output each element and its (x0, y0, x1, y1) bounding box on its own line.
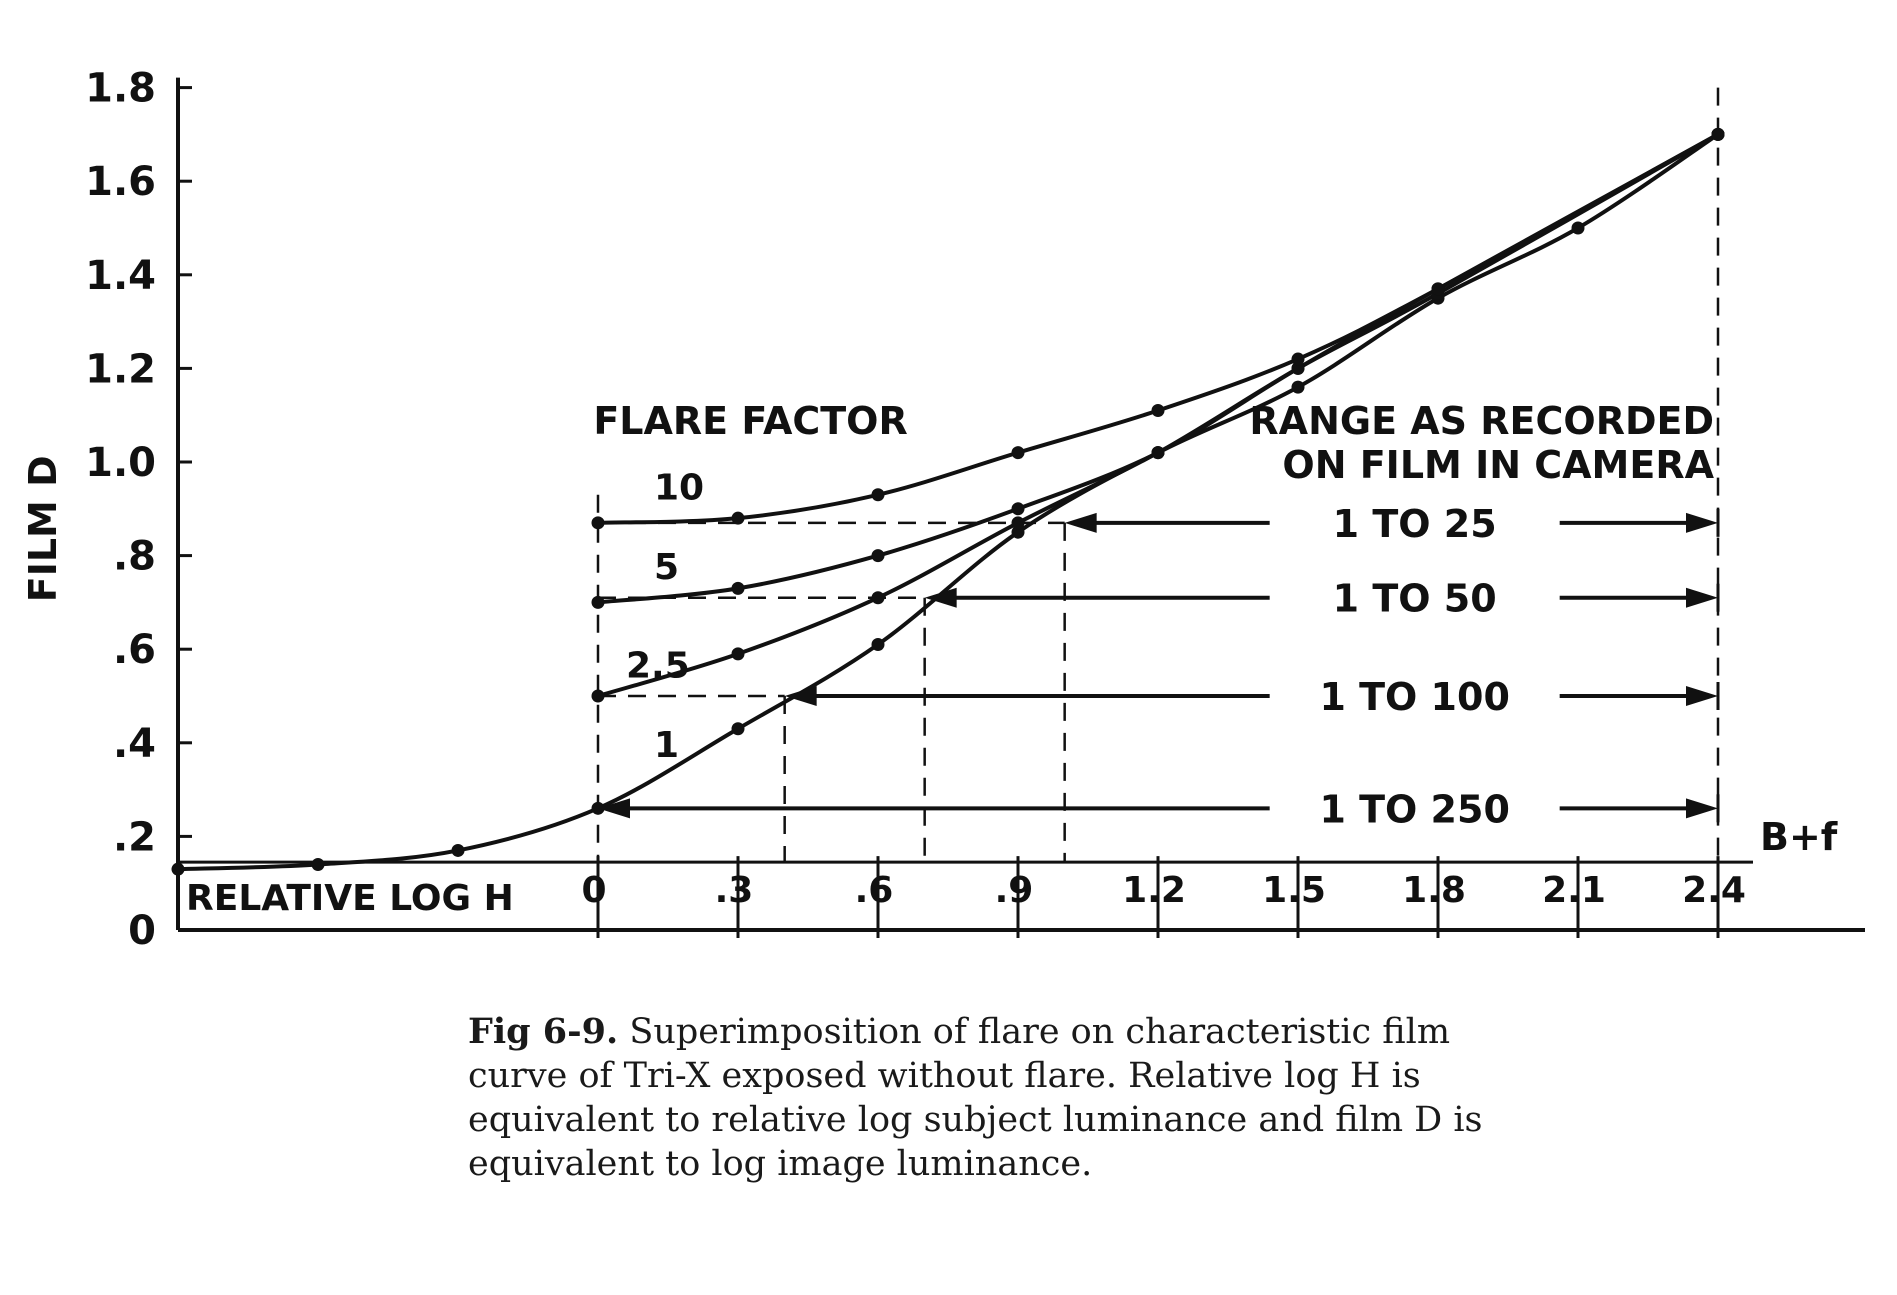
data-point-flare-2.5 (591, 689, 605, 703)
arrowhead-right-3 (1686, 798, 1718, 819)
data-point-flare-1 (171, 862, 185, 876)
data-point-flare-10 (1011, 446, 1025, 460)
data-point-flare-1 (731, 722, 745, 736)
series-label-10: 10 (654, 467, 704, 508)
range-label-1: 1 TO 50 (1333, 577, 1497, 621)
arrowhead-left-1 (924, 587, 957, 608)
data-point-flare-1 (1571, 221, 1585, 235)
data-point-flare-1 (451, 843, 465, 857)
y-tick-label: 1.6 (85, 159, 156, 205)
x-tick-label: 1.2 (1122, 870, 1186, 911)
data-point-flare-5 (731, 581, 745, 595)
curve-flare-5 (597, 132, 1719, 605)
y-tick-label: .4 (113, 721, 156, 767)
axes (176, 77, 1865, 938)
arrowhead-right-1 (1686, 587, 1718, 608)
x-tick-label: 0 (581, 870, 606, 911)
data-point-flare-2.5 (871, 591, 885, 605)
data-point-flare-10 (1151, 404, 1165, 418)
x-tick-label: 1.8 (1402, 870, 1466, 911)
y-tick-label: .2 (113, 814, 156, 860)
arrowhead-left-3 (598, 798, 630, 819)
range-label-0: 1 TO 25 (1333, 502, 1497, 546)
data-point-flare-10 (591, 516, 605, 530)
x-tick-label: .9 (995, 870, 1034, 911)
curve-flare-10 (597, 132, 1719, 525)
y-tick-label: 1.2 (85, 346, 156, 392)
data-point-flare-10 (871, 488, 885, 502)
data-point-flare-2.5 (731, 647, 745, 661)
x-tick-label: 1.5 (1262, 870, 1326, 911)
data-point-flare-5 (871, 549, 885, 563)
data-point-flare-5 (1011, 502, 1025, 516)
y-axis-label: FILM D (21, 455, 65, 602)
data-point-flare-10 (1711, 127, 1725, 141)
range-label-3: 1 TO 250 (1319, 787, 1509, 831)
data-point-flare-2.5 (1011, 516, 1025, 530)
y-tick-label: .6 (113, 627, 156, 673)
caption-text: Superimposition of flare on characterist… (468, 1012, 1483, 1184)
data-point-flare-10 (1291, 352, 1305, 366)
arrowhead-right-2 (1686, 686, 1718, 706)
x-tick-label: 2.4 (1682, 870, 1746, 911)
y-tick-label: 1.0 (85, 440, 156, 486)
range-arrows (598, 508, 1720, 823)
curve-flare-2.5 (597, 132, 1719, 698)
data-point-flare-1 (871, 638, 885, 652)
data-point-flare-1 (1011, 525, 1025, 539)
base-fog-label: B+f (1760, 815, 1838, 859)
range-label-2: 1 TO 100 (1319, 675, 1509, 719)
series-label-5: 5 (654, 547, 679, 588)
data-point-flare-5 (1291, 361, 1305, 375)
figure-caption: Fig 6-9. Superimposition of flare on cha… (468, 1010, 1488, 1186)
y-tick-label: .8 (113, 534, 156, 580)
x-tick-label: 2.1 (1542, 870, 1606, 911)
x-axis-label: RELATIVE LOG H (186, 878, 514, 919)
data-point-flare-10 (1431, 282, 1445, 296)
arrowhead-right-0 (1686, 512, 1718, 533)
series-label-2.5: 2.5 (626, 645, 690, 686)
y-zero-label: 0 (128, 908, 156, 954)
characteristic-curve-chart: B+f .2 .4 .6 .8 1.0 1.2 1.4 1.6 1.8 0 FILM D 0 .3 .6 .9… (21, 66, 1865, 954)
y-tick-label: 1.4 (85, 253, 156, 299)
labels: B+f .2 .4 .6 .8 1.0 1.2 1.4 1.6 1.8 0 FILM D 0 .3 .6 .9… (21, 66, 1838, 954)
caption-title: Fig 6-9. (468, 1011, 619, 1052)
data-points (171, 127, 1725, 876)
arrowhead-left-2 (784, 686, 817, 706)
data-point-flare-5 (591, 595, 605, 609)
data-point-flare-1 (311, 857, 325, 871)
range-title-line-1: RANGE AS RECORDED (1249, 399, 1714, 443)
data-point-flare-5 (1151, 446, 1165, 460)
y-tick-label: 1.8 (85, 66, 156, 112)
range-title-line-2: ON FILM IN CAMERA (1282, 443, 1714, 487)
data-point-flare-10 (731, 511, 745, 525)
legend-title: FLARE FACTOR (593, 399, 907, 443)
x-tick-label: .6 (855, 870, 894, 911)
data-point-flare-1 (1291, 380, 1305, 394)
series-label-1: 1 (654, 725, 679, 766)
arrowhead-left-0 (1064, 512, 1097, 533)
x-tick-label: .3 (715, 870, 754, 911)
